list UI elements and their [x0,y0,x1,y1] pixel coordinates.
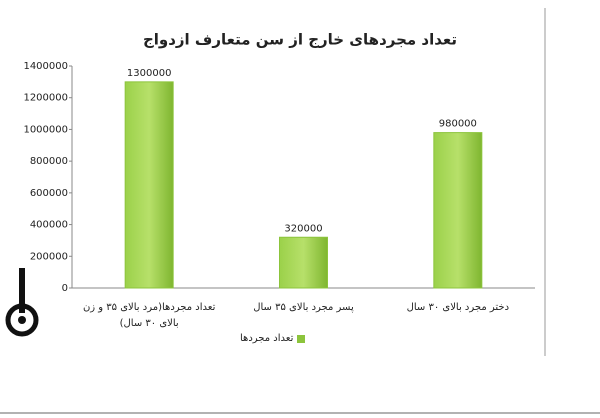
legend-swatch [297,334,306,343]
y-tick-label: 1200000 [23,93,68,104]
bar [124,81,174,289]
y-tick-label: 200000 [30,251,68,262]
logo [5,268,39,337]
y-tick-label: 600000 [30,188,68,199]
y-tick-label: 1000000 [23,124,68,135]
x-tick-label: پسر مجرد بالای ۳۵ سال [253,302,354,313]
chart-title: تعداد مجردهای خارج از سن متعارف ازدواج [143,31,457,49]
bar [279,236,328,289]
y-tick-label: 1400000 [23,61,68,72]
x-tick-label: تعداد مجردها(مرد بالای ۳۵ و زن بالای ۳۰ … [82,302,216,329]
legend-label: تعداد مجردها [240,333,294,344]
bar [433,132,483,289]
legend: تعداد مجردها [240,333,306,344]
y-tick-label: 400000 [30,220,68,231]
value-label: 1300000 [127,68,172,79]
y-tick-label: 800000 [30,156,68,167]
value-label: 980000 [439,119,477,130]
y-tick-label: 0 [62,283,68,294]
value-label: 320000 [284,223,322,234]
x-tick-label: دختر مجرد بالای ۳۰ سال [406,302,510,313]
